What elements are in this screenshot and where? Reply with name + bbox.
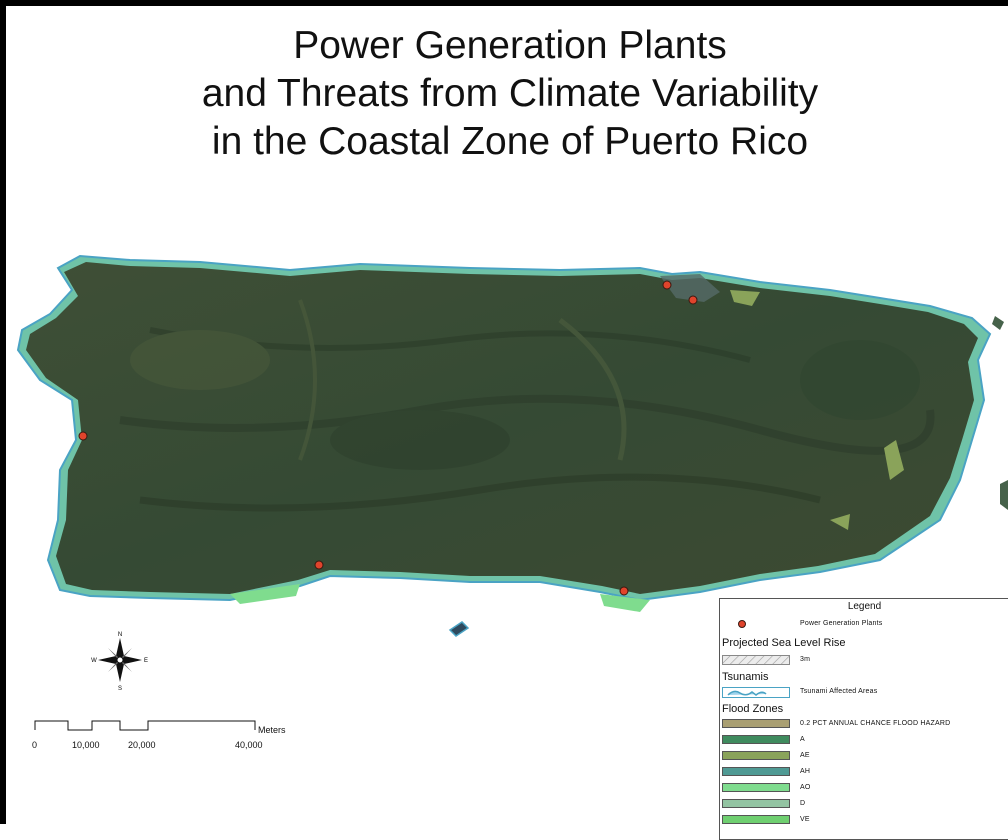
title-line-1: Power Generation Plants: [293, 24, 727, 67]
flood-zone-label: A: [800, 736, 805, 743]
sea-level-hatch-swatch: [722, 655, 790, 665]
map-title: Power Generation Plants and Threats from…: [60, 22, 960, 166]
scale-label-20000: 20,000: [128, 740, 156, 750]
legend-power-plants-label: Power Generation Plants: [800, 620, 883, 627]
map-legend: Legend Power Generation Plants Projected…: [719, 598, 1008, 840]
power-plant-marker[interactable]: [314, 560, 324, 570]
small-island: [1000, 480, 1008, 510]
small-island: [992, 316, 1004, 330]
terrain-texture: [119, 299, 935, 512]
power-plant-marker[interactable]: [78, 431, 88, 441]
legend-tsunami-label: Tsunami Affected Areas: [800, 688, 878, 695]
legend-title: Legend: [847, 601, 882, 612]
compass-west-label: W: [91, 658, 97, 664]
flood-zone-label: AE: [800, 752, 810, 759]
flood-zone-swatch: [722, 751, 790, 760]
scale-label-10000: 10,000: [72, 740, 100, 750]
flood-zone-swatch: [722, 815, 790, 824]
small-island: [448, 621, 470, 637]
flood-zone-label: AH: [800, 768, 811, 775]
scale-label-0: 0: [32, 740, 38, 750]
scale-bar: [34, 720, 256, 731]
flood-zone-label: AO: [800, 784, 811, 791]
power-plant-marker[interactable]: [619, 586, 629, 596]
flood-zone-label: 0.2 PCT ANNUAL CHANCE FLOOD HAZARD: [800, 720, 951, 727]
flood-zone-patch: [230, 584, 300, 604]
compass-north-label: N: [118, 632, 122, 638]
power-plant-marker[interactable]: [662, 280, 672, 290]
legend-sea-level-heading: Projected Sea Level Rise: [722, 637, 846, 649]
flood-zone-label: D: [800, 800, 806, 807]
flood-zone-patch: [884, 440, 904, 480]
flood-zone-patch: [830, 514, 850, 530]
flood-zone-patch: [730, 290, 760, 306]
legend-flood-heading: Flood Zones: [722, 703, 784, 715]
flood-zone-swatch: [722, 735, 790, 744]
compass-rose: N S E W: [91, 632, 148, 692]
power-plants[interactable]: [78, 280, 698, 596]
flood-zone-label: VE: [800, 816, 810, 823]
flood-zone-swatch: [722, 799, 790, 808]
power-plant-marker[interactable]: [688, 295, 698, 305]
flood-zone-swatch: [722, 719, 790, 728]
flood-zone-swatch: [722, 783, 790, 792]
power-plant-symbol: [738, 620, 746, 628]
legend-tsunami-heading: Tsunamis: [722, 671, 769, 683]
compass-south-label: S: [118, 686, 122, 692]
tsunami-swatch: [722, 687, 790, 698]
title-line-3: in the Coastal Zone of Puerto Rico: [211, 120, 809, 163]
san-juan-urban-area: [660, 274, 720, 302]
legend-sea-level-label: 3m: [800, 656, 811, 663]
compass-east-label: E: [144, 658, 148, 664]
flood-zone-patch: [600, 594, 650, 612]
flood-zone-swatch: [722, 767, 790, 776]
title-line-2: and Threats from Climate Variability: [201, 72, 819, 115]
scale-label-40000: 40,000: [235, 740, 263, 750]
scale-unit-label: Meters: [258, 725, 286, 735]
